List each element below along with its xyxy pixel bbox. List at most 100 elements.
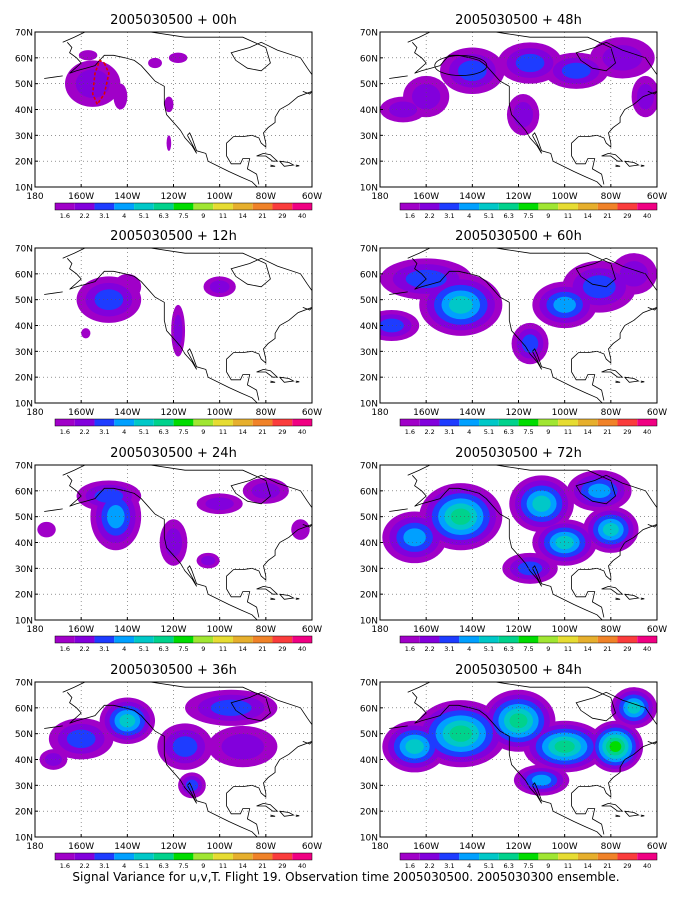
colorbar-label: 7.5: [178, 645, 188, 653]
colorbar-label: 7.5: [178, 862, 188, 870]
contour-level: [201, 555, 216, 566]
colorbar-label: 1.6: [405, 862, 415, 870]
colorbar-swatch: [419, 203, 440, 210]
y-tick-label: 50N: [15, 513, 33, 523]
colorbar-swatch: [94, 419, 115, 426]
colorbar-label: 21: [258, 212, 266, 220]
contour-level: [37, 521, 56, 538]
contour-level: [251, 482, 281, 499]
contour-level: [561, 62, 591, 79]
contour-level: [94, 489, 124, 503]
colorbar-label: 40: [643, 645, 651, 653]
colorbar-label: 2.2: [424, 645, 434, 653]
colorbar-swatch: [498, 203, 519, 210]
x-tick-label: 120W: [505, 192, 531, 202]
colorbar-swatch: [252, 419, 273, 426]
colorbar-swatch: [272, 419, 293, 426]
colorbar-label: 1.6: [405, 645, 415, 653]
panel-title: 2005030500 + 84h: [455, 663, 582, 678]
colorbar-swatch: [94, 853, 115, 860]
coastline-path: [67, 475, 258, 620]
contour-fill: [39, 689, 278, 799]
colorbar-label: 7.5: [523, 428, 533, 436]
x-tick-label: 140W: [459, 408, 485, 418]
map-panel: 2005030500 + 36h 10N 20N 30N 40N 50N 60N 70N 180…: [15, 663, 322, 870]
coastline-path: [295, 380, 300, 383]
contour-level: [457, 60, 487, 82]
coastline: [389, 682, 657, 837]
colorbar-swatch: [232, 203, 253, 210]
coastline-path: [389, 75, 408, 79]
colorbar-swatch: [498, 419, 519, 426]
y-tick-label: 60N: [15, 54, 33, 64]
colorbar-label: 6.3: [504, 862, 514, 870]
colorbar-swatch: [400, 419, 420, 426]
coastline: [44, 465, 312, 620]
y-tick-label: 70N: [360, 29, 378, 39]
colorbar-swatch: [400, 636, 420, 643]
colorbar-label: 29: [278, 862, 286, 870]
colorbar-frame: [399, 202, 658, 211]
colorbar-label: 21: [603, 645, 611, 653]
colorbar-swatch: [232, 419, 253, 426]
colorbar-swatch: [637, 203, 657, 210]
map-panel: 2005030500 + 60h 10N 20N 30N 40N 50N 60N 70N 180…: [360, 229, 667, 436]
contour-fill: [382, 687, 657, 796]
colorbar-label: 2.2: [424, 862, 434, 870]
contour-level: [403, 528, 426, 547]
x-tick-label: 100W: [552, 192, 578, 202]
contour-level: [221, 733, 265, 760]
colorbar-label: 21: [603, 212, 611, 220]
colorbar-swatch: [134, 636, 154, 643]
contour-level: [209, 280, 230, 294]
colorbar-swatch: [538, 419, 559, 426]
colorbar-label: 1.6: [60, 862, 70, 870]
coastline-path: [647, 307, 657, 311]
x-tick-label: 160W: [68, 408, 94, 418]
x-tick-label: 80W: [256, 625, 276, 635]
y-tick-label: 10N: [15, 184, 33, 194]
coastline-path: [624, 810, 640, 817]
contour-level: [173, 314, 183, 347]
colorbar-swatch: [479, 853, 499, 860]
y-tick-label: 10N: [360, 834, 378, 844]
y-tick-label: 60N: [360, 704, 378, 714]
colorbar-swatch: [193, 203, 214, 210]
colorbar-label: 7.5: [523, 212, 533, 220]
y-tick-label: 70N: [15, 29, 33, 39]
x-tick-label: 160W: [413, 842, 439, 852]
coastline-path: [44, 291, 63, 295]
colorbar-label: 3.1: [99, 212, 109, 220]
colorbar-label: 4: [122, 862, 126, 870]
x-tick-label: 140W: [114, 408, 140, 418]
colorbar-swatch: [74, 853, 95, 860]
y-tick-label: 60N: [15, 704, 33, 714]
x-tick-label: 180: [26, 842, 43, 852]
contour-fill: [76, 273, 236, 357]
x-tick-label: 140W: [459, 842, 485, 852]
coastline-path: [601, 803, 624, 812]
colorbar-swatch: [518, 853, 539, 860]
colorbar-swatch: [617, 853, 638, 860]
y-tick-label: 50N: [360, 730, 378, 740]
coastline-path: [640, 164, 645, 167]
colorbar-swatch: [597, 636, 618, 643]
colorbar-label: 11: [564, 428, 572, 436]
coastline-path: [389, 725, 408, 729]
colorbar-swatch: [213, 853, 233, 860]
colorbar-label: 9: [546, 862, 550, 870]
colorbar-swatch: [213, 419, 233, 426]
colorbar-frame: [399, 852, 658, 861]
colorbar-label: 29: [623, 862, 631, 870]
colorbar-swatch: [459, 419, 480, 426]
colorbar-label: 6.3: [504, 645, 514, 653]
colorbar-swatch: [577, 203, 598, 210]
coastline-path: [624, 376, 640, 383]
colorbar-swatch: [459, 853, 480, 860]
x-tick-label: 180: [371, 625, 388, 635]
coastline-path: [279, 160, 295, 167]
colorbar-swatch: [173, 853, 194, 860]
x-tick-label: 60W: [647, 192, 667, 202]
colorbar-label: 11: [219, 862, 227, 870]
colorbar-label: 4: [467, 428, 471, 436]
